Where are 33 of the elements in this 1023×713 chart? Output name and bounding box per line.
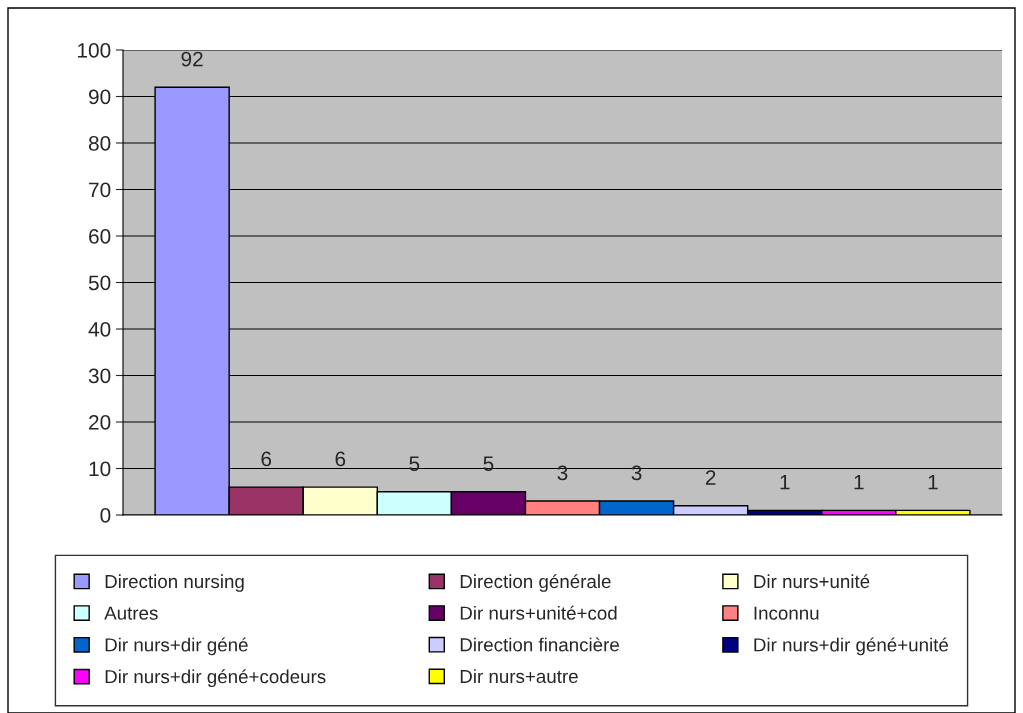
y-tick-label: 100 bbox=[78, 43, 111, 58]
y-tick-label: 40 bbox=[88, 322, 111, 337]
y-tick-label: 50 bbox=[88, 275, 111, 291]
data-label: 2 bbox=[705, 470, 716, 485]
data-label: 5 bbox=[483, 456, 494, 471]
y-tick-label: 70 bbox=[89, 182, 111, 198]
y-tick-label: 30 bbox=[88, 368, 111, 384]
y-tick-label: 10 bbox=[89, 461, 111, 477]
data-label: 6 bbox=[261, 451, 272, 467]
legend-label: Dir nurs+unité+cod bbox=[460, 605, 617, 620]
legend-label: Dir nurs+unité bbox=[754, 574, 870, 589]
legend-label: Direction financière bbox=[460, 637, 619, 652]
data-label: 1 bbox=[854, 475, 864, 490]
legend-label: Inconnu bbox=[754, 606, 819, 620]
y-tick-label: 90 bbox=[89, 89, 111, 105]
data-label: 5 bbox=[409, 456, 420, 471]
legend-label: Autres bbox=[104, 606, 158, 620]
data-label: 92 bbox=[181, 51, 203, 67]
legend-label: Dir nurs+dir géné+unité bbox=[754, 637, 949, 656]
data-label: 1 bbox=[780, 475, 790, 490]
y-tick-label: 80 bbox=[88, 136, 111, 151]
y-tick-label: 60 bbox=[89, 229, 111, 244]
y-tick-label: 0 bbox=[100, 508, 111, 523]
data-label: 3 bbox=[557, 465, 568, 481]
legend-label: Dir nurs+autre bbox=[460, 669, 578, 684]
data-label: 6 bbox=[335, 451, 346, 467]
data-label: 1 bbox=[928, 475, 938, 490]
legend-label: Dir nurs+dir géné+codeurs bbox=[105, 669, 326, 688]
data-label: 3 bbox=[631, 465, 642, 481]
y-tick-label: 20 bbox=[89, 415, 111, 430]
legend-label: Direction nursing bbox=[105, 574, 244, 592]
legend-label: Dir nurs+dir géné bbox=[105, 637, 248, 656]
legend-label: Direction générale bbox=[460, 574, 611, 592]
